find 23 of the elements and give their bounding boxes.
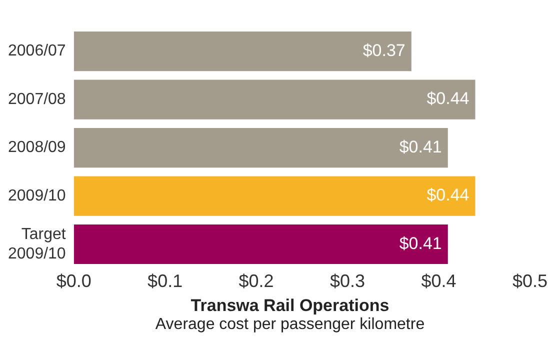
data-label: $0.37 xyxy=(362,41,406,60)
y-tick-label: 2007/08 xyxy=(8,90,66,108)
data-label: $0.41 xyxy=(399,234,442,253)
data-label: $0.41 xyxy=(399,137,442,156)
x-tick-label: $0.2 xyxy=(238,271,274,292)
x-tick-label: $0.5 xyxy=(512,271,548,292)
bar xyxy=(74,32,412,72)
y-tick-label: 2006/07 xyxy=(8,42,66,60)
x-tick-label: $0.3 xyxy=(330,271,366,292)
x-axis-title: Transwa Rail Operations xyxy=(190,296,390,316)
x-tick-label: $0.0 xyxy=(56,271,92,292)
x-tick-label: $0.4 xyxy=(421,271,456,292)
bar xyxy=(74,224,448,264)
y-tick-label: 2009/10 xyxy=(8,187,66,204)
y-tick-label: Target 2009/10 xyxy=(8,226,66,262)
bar xyxy=(74,176,476,216)
bar xyxy=(74,80,476,120)
data-label: $0.44 xyxy=(426,186,470,205)
y-tick-label: 2008/09 xyxy=(8,139,66,156)
text: Average cost per passenger kilometre xyxy=(154,316,426,334)
data-label: $0.44 xyxy=(426,89,470,108)
x-tick-label: $0.1 xyxy=(148,271,183,292)
bar xyxy=(74,128,448,168)
